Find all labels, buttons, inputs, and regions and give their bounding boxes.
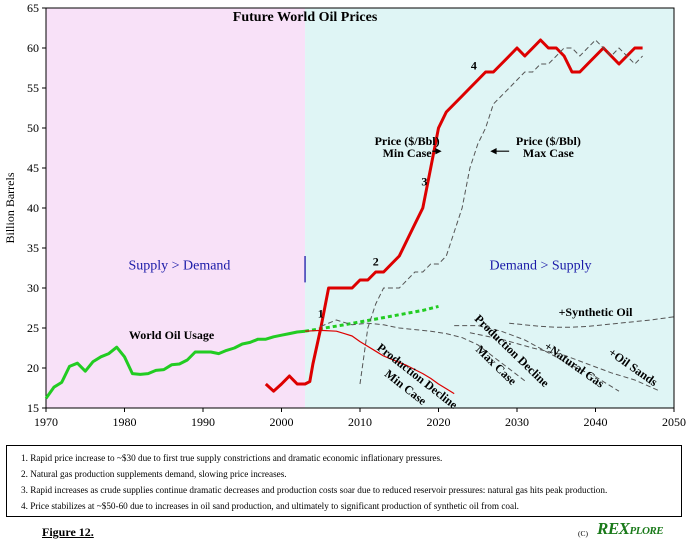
series-price-bbl-max-case [359, 39, 643, 385]
series-price-bbl-min-case [264, 38, 643, 393]
x-tick-label-2050: 2050 [662, 415, 686, 429]
y-tick-label-65: 65 [27, 1, 39, 15]
y-tick-label-50: 50 [27, 121, 39, 135]
x-tick-label-1970: 1970 [34, 415, 58, 429]
max-case-arrowhead [490, 148, 497, 155]
region-supply-demand [46, 8, 306, 408]
rexplore-logo: REXPLORE [597, 519, 664, 539]
series-synthetic-oil [509, 316, 675, 328]
note-3: 3. Rapid increases as crude supplies con… [21, 485, 608, 495]
oil-price-chart: 15 20 25 30 35 40 45 50 55 60 65 1970 1980 1990 2000 20… [3, 1, 686, 429]
y-axis-label: Billion Barrels [3, 172, 17, 243]
figure-label: Figure 12. [42, 525, 94, 539]
x-tick-label-1980: 1980 [113, 415, 137, 429]
y-tick-label-35: 35 [27, 241, 39, 255]
notes-box: 1. Rapid price increase to ~$30 due to f… [6, 445, 682, 517]
annotation-2-9: 2 [373, 255, 379, 269]
note-2: 2. Natural gas production supplements de… [21, 469, 287, 479]
y-tick-label-60: 60 [27, 41, 39, 55]
series-natural-gas [454, 325, 620, 392]
copyright-mark: (C) [578, 529, 588, 538]
logo-small: PLORE [629, 525, 664, 537]
annotation-4-11: 4 [471, 59, 477, 73]
y-tick-label-55: 55 [27, 81, 39, 95]
annotation-price-bbl-6: Price ($/Bbl) [516, 134, 581, 148]
logo-main: REX [597, 519, 630, 538]
annotation-world-oil-usage-1: World Oil Usage [129, 328, 215, 342]
annotation-future-world-oil-prices-0: Future World Oil Prices [233, 10, 378, 25]
y-tick-label-15: 15 [27, 401, 39, 415]
annotation-synthetic-oil-12: +Synthetic Oil [559, 305, 634, 319]
series-world-oil-usage [44, 329, 306, 400]
annotation-max-case-7: Max Case [523, 146, 575, 160]
y-tick-label-25: 25 [27, 321, 39, 335]
annotation-min-case-5: Min Case [383, 146, 433, 160]
y-tick-label-45: 45 [27, 161, 39, 175]
x-tick-label-2000: 2000 [270, 415, 294, 429]
y-tick-label-30: 30 [27, 281, 39, 295]
y-tick-label-40: 40 [27, 201, 39, 215]
annotation-3-10: 3 [421, 175, 427, 189]
annotation-price-bbl-4: Price ($/Bbl) [375, 134, 440, 148]
x-tick-label-2010: 2010 [348, 415, 372, 429]
x-tick-label-2030: 2030 [505, 415, 529, 429]
y-tick-label-20: 20 [27, 361, 39, 375]
note-4: 4. Price stabilizes at ~$50-60 due to in… [21, 501, 519, 511]
series-production-decline-min-case [305, 329, 455, 395]
x-tick-label-2040: 2040 [584, 415, 608, 429]
note-1: 1. Rapid price increase to ~$30 due to f… [21, 453, 443, 463]
annotation-1-8: 1 [318, 307, 324, 321]
annotation-supply-demand-2: Supply > Demand [128, 259, 230, 274]
annotation-demand-supply-3: Demand > Supply [490, 259, 592, 274]
series-world-oil-usage-projected [304, 304, 439, 333]
min-case-arrowhead [435, 148, 442, 155]
region-demand-supply [305, 8, 674, 408]
x-tick-label-2020: 2020 [427, 415, 451, 429]
x-tick-label-1990: 1990 [191, 415, 215, 429]
series-production-decline-max-case [320, 319, 526, 382]
